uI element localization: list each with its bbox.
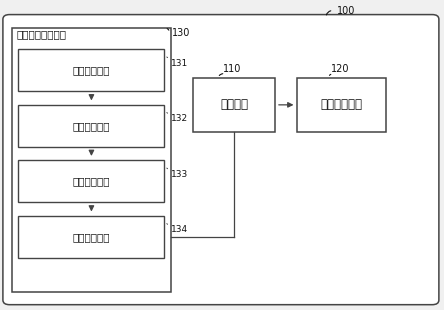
Text: 光源控制单元: 光源控制单元 xyxy=(73,65,110,75)
FancyBboxPatch shape xyxy=(18,105,164,147)
Text: 动态补偿模块: 动态补偿模块 xyxy=(321,98,362,111)
FancyBboxPatch shape xyxy=(18,49,164,91)
Text: 100: 100 xyxy=(337,7,356,16)
Text: 133: 133 xyxy=(170,170,188,179)
FancyBboxPatch shape xyxy=(3,15,439,305)
Text: 噪声测定单元: 噪声测定单元 xyxy=(73,232,110,242)
Text: 130: 130 xyxy=(172,28,191,38)
Text: 存储模块: 存储模块 xyxy=(220,98,248,111)
FancyBboxPatch shape xyxy=(18,216,164,258)
Text: 补偿矩阵确定模块: 补偿矩阵确定模块 xyxy=(16,29,66,39)
FancyBboxPatch shape xyxy=(12,29,171,292)
Text: 132: 132 xyxy=(170,114,188,123)
Text: 电流供电单元: 电流供电单元 xyxy=(73,176,110,186)
FancyBboxPatch shape xyxy=(297,78,386,132)
FancyBboxPatch shape xyxy=(193,78,275,132)
Text: 120: 120 xyxy=(331,64,350,74)
Text: 134: 134 xyxy=(170,225,188,234)
Text: 131: 131 xyxy=(170,59,188,68)
Text: 110: 110 xyxy=(223,64,242,74)
Text: 电流控制单元: 电流控制单元 xyxy=(73,121,110,131)
FancyBboxPatch shape xyxy=(18,160,164,202)
